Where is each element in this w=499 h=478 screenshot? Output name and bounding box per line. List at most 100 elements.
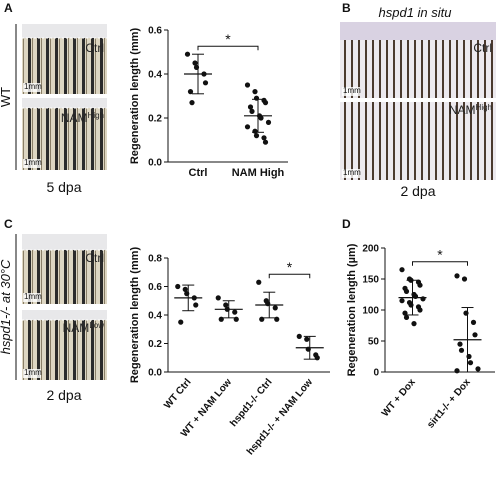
data-point <box>314 355 320 361</box>
y-tick-label: 0.2 <box>148 339 162 350</box>
data-point <box>274 316 280 322</box>
data-point <box>470 319 477 325</box>
data-point <box>467 360 474 366</box>
photo-label: NAMHigh <box>61 111 104 125</box>
data-point <box>454 368 460 374</box>
y-tick-label: 0.4 <box>148 311 162 322</box>
photo <box>22 98 107 170</box>
data-point <box>187 89 194 95</box>
data-point <box>215 295 221 301</box>
data-point <box>182 286 188 292</box>
stage-label: 2 dpa <box>46 387 81 403</box>
data-point <box>259 316 265 322</box>
data-point <box>175 283 181 290</box>
photo-label: Ctrl <box>473 41 492 55</box>
data-point <box>272 305 278 311</box>
data-point <box>454 273 460 279</box>
data-point <box>258 115 264 121</box>
scale-bg <box>342 87 360 96</box>
data-point <box>202 80 209 86</box>
photo-label: NAMHigh <box>449 103 492 117</box>
photo-label: NAMLow <box>63 321 105 335</box>
data-point <box>233 316 239 322</box>
photo <box>340 102 496 180</box>
y-tick-label: 100 <box>362 306 379 317</box>
significance-bracket <box>197 45 259 51</box>
scale-bg <box>23 369 41 378</box>
data-point <box>402 310 408 316</box>
significance-label: * <box>287 259 293 275</box>
panel-label: B <box>342 1 351 15</box>
y-tick-label: 50 <box>368 337 380 348</box>
x-tick-label: WT Ctrl <box>162 377 193 411</box>
panel-label: A <box>4 1 13 15</box>
data-point <box>244 124 251 130</box>
data-point <box>192 60 198 66</box>
data-point <box>178 319 184 325</box>
x-tick-label: Ctrl <box>189 167 208 179</box>
data-point <box>184 51 191 57</box>
y-tick-label: 0.2 <box>148 114 162 125</box>
y-axis-label: Regeneration length (mm) <box>129 247 141 384</box>
data-point <box>253 133 260 139</box>
data-point <box>262 139 269 145</box>
genotype-label: WT <box>0 87 13 107</box>
scale-bars: 1mm 1mm 1mm 1mm 1mm 1mm <box>23 82 361 378</box>
data-point <box>249 108 255 114</box>
data-point <box>265 119 272 125</box>
data-point <box>296 333 302 339</box>
stage-label: 2 dpa <box>400 183 435 199</box>
x-tick-label: WT + Dox <box>380 377 418 420</box>
data-point <box>475 366 481 372</box>
panel-label: C <box>4 217 13 231</box>
panel-title: hspd1 in situ <box>379 5 452 20</box>
photo-regenerate <box>22 310 107 320</box>
y-tick-label: 200 <box>362 244 379 255</box>
scale-bg <box>23 159 41 168</box>
y-tick-label: 0.0 <box>148 368 162 379</box>
data-point <box>256 279 262 285</box>
data-point <box>472 332 478 338</box>
data-point <box>457 341 463 347</box>
photos <box>15 22 496 380</box>
photo-regenerate <box>22 98 107 108</box>
data-point <box>189 100 195 106</box>
scale-bar-label: 1mm <box>24 82 42 91</box>
significance-label: * <box>437 247 443 263</box>
stage-label: 5 dpa <box>46 179 81 195</box>
y-tick-label: 0.0 <box>148 158 162 169</box>
y-axis-label: Regeneration length (µm) <box>346 243 358 376</box>
data-point <box>244 82 251 88</box>
scale-bg <box>23 293 41 302</box>
data-point <box>223 302 229 308</box>
data-point <box>399 267 405 273</box>
y-tick-label: 0.4 <box>148 70 162 81</box>
data-point <box>417 307 423 313</box>
x-tick-label: hspd1-/- Ctrl <box>228 377 274 429</box>
scale-bar-label: 1mm <box>24 368 42 377</box>
data-point <box>458 347 465 353</box>
photo-regenerate <box>22 24 107 38</box>
data-point <box>403 288 410 294</box>
significance-label: * <box>225 31 231 47</box>
significance-bracket <box>412 261 468 266</box>
significance-bracket <box>268 273 311 279</box>
y-axis-label: Regeneration length (mm) <box>129 28 141 165</box>
data-point <box>417 282 423 288</box>
data-point <box>411 321 417 327</box>
data-point <box>304 336 310 342</box>
data-point <box>193 302 199 308</box>
scale-bg <box>23 83 41 92</box>
data-point <box>399 298 405 304</box>
photo-label: Ctrl <box>85 41 104 55</box>
panel-label: D <box>342 217 351 231</box>
scale-bar-label: 1mm <box>24 158 42 167</box>
photo <box>22 310 107 380</box>
data-point <box>262 100 269 106</box>
data-point <box>461 276 468 282</box>
data-point <box>261 135 267 141</box>
photo-label: Ctrl <box>85 251 104 265</box>
data-point <box>403 314 410 321</box>
data-point <box>247 104 254 110</box>
